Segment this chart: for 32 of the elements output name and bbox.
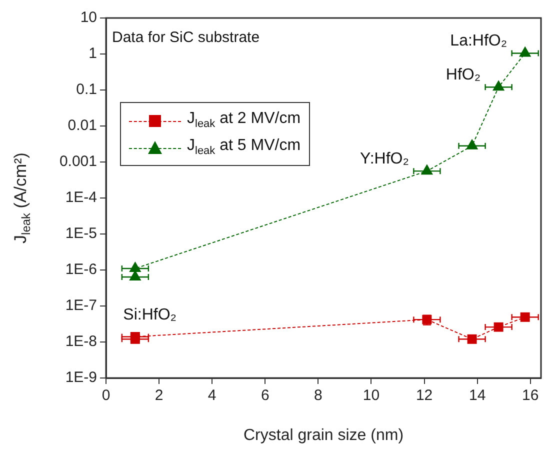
annotation: HfO₂ [446,66,481,84]
y-tick-label: 1E-8 [65,333,97,350]
x-tick-label: 14 [469,387,486,404]
x-tick-label: 16 [522,387,539,404]
x-axis-title: Crystal grain size (nm) [243,426,404,444]
y-tick-label: 1E-9 [65,369,97,386]
point [466,139,478,150]
point [467,334,477,344]
y-tick-label: 1E-5 [65,225,97,242]
point [494,322,504,332]
annotation: Data for SiC substrate [112,29,260,46]
x-tick-label: 4 [208,387,216,404]
legend-label: J$_{leak}$ at 2 MV/cm [187,110,301,131]
x-tick-label: 6 [260,387,270,404]
annotation: Si:HfO₂ [123,306,177,324]
x-tick-label: 10 [362,387,380,404]
y-tick-label: 0.001 [59,153,97,170]
x-tick-label: 12 [416,387,433,404]
y-tick-label: 0.1 [76,81,97,98]
y-tick-label: 0.01 [68,117,97,134]
x-tick-label: 8 [314,387,322,404]
annotation: La:HfO₂ [450,32,508,50]
x-tick-label: 0 [102,387,110,404]
y-tick-label: 1E-4 [65,189,97,206]
annotation: Y:HfO₂ [360,150,409,168]
y-tick-label: 1 [88,45,97,62]
legend-label: J$_{leak}$ at 5 MV/cm [187,137,301,158]
y-tick-label: 1E-7 [65,297,97,314]
y-tick-label: 10 [80,9,97,26]
y-tick-label: 1E-6 [65,261,97,278]
point [129,262,141,272]
x-tick-label: 2 [154,387,164,404]
